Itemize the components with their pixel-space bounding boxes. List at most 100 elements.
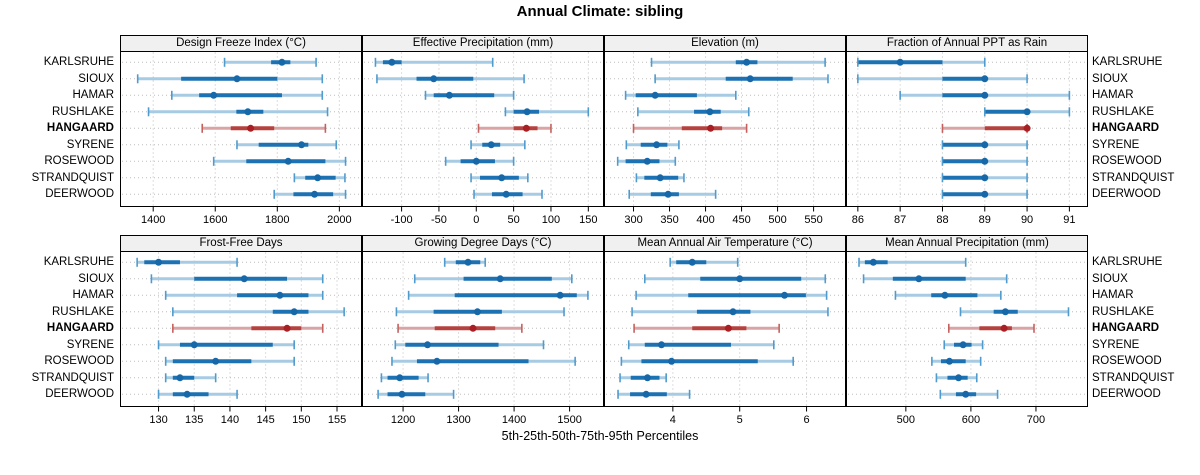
panel-mean-annual-air-temperature: Mean Annual Air Temperature (°C) 4 5 6 [604,235,846,431]
svg-text:50: 50 [507,214,519,226]
station-label-right: DEERWOOD [1092,188,1161,201]
page-title: Annual Climate: sibling [516,3,684,20]
svg-text:350: 350 [660,214,678,226]
station-label-left: DEERWOOD [45,388,114,401]
svg-text:1600: 1600 [203,214,227,226]
svg-text:0: 0 [473,214,479,226]
panel-strip-title: Frost-Free Days [120,235,362,252]
station-label-right: KARLSRUHE [1092,56,1163,69]
panel-plot: 130 135 140 145 150 155 [120,251,362,426]
panel-strip-title: Fraction of Annual PPT as Rain [846,35,1088,52]
panel-plot: 1400 1600 1800 2000 [120,51,362,226]
station-label-right: STRANDQUIST [1092,371,1175,384]
svg-text:1800: 1800 [265,214,289,226]
station-label-right: HAMAR [1092,89,1134,102]
panel-plot: -100 -50 0 50 100 150 [362,51,604,226]
station-label-right: SIOUX [1092,72,1128,85]
svg-text:700: 700 [1027,414,1045,426]
station-label-left: ROSEWOOD [44,355,114,368]
station-label-left: SIOUX [78,272,114,285]
station-label-left: ROSEWOOD [44,155,114,168]
svg-text:6: 6 [803,414,809,426]
svg-text:100: 100 [542,214,560,226]
svg-text:600: 600 [962,414,980,426]
station-label-right: STRANDQUIST [1092,171,1175,184]
panel-strip-title: Mean Annual Precipitation (mm) [846,235,1088,252]
station-label-right: ROSEWOOD [1092,155,1162,168]
svg-text:90: 90 [1021,214,1033,226]
station-label-left: HAMAR [72,289,114,302]
svg-text:145: 145 [256,414,274,426]
panel-effective-precipitation: Effective Precipitation (mm) -100 -50 0 50 1… [362,35,604,231]
station-label-right: SYRENE [1092,338,1140,351]
station-label-right: RUSHLAKE [1092,305,1154,318]
station-label-right: HANGAARD [1092,322,1160,335]
svg-text:150: 150 [579,214,597,226]
svg-text:87: 87 [894,214,906,226]
svg-text:-100: -100 [391,214,413,226]
panel-strip-title: Growing Degree Days (°C) [362,235,604,252]
svg-text:500: 500 [768,214,786,226]
station-label-left: HAMAR [72,89,114,102]
panel-elevation: Elevation (m) 300 350 400 450 500 550 [604,35,846,231]
svg-text:400: 400 [696,214,714,226]
panel-plot: 86 87 88 89 90 91 [846,51,1088,226]
station-label-left: KARLSRUHE [43,256,114,269]
axis-caption: 5th-25th-50th-75th-95th Percentiles [501,429,699,443]
station-label-right: KARLSRUHE [1092,256,1163,269]
svg-text:1400: 1400 [141,214,165,226]
station-label-left: SYRENE [66,338,114,351]
svg-text:130: 130 [149,414,167,426]
station-label-left: RUSHLAKE [52,305,114,318]
svg-text:4: 4 [670,414,676,426]
panel-plot: 1200 1300 1400 1500 [362,251,604,426]
svg-text:150: 150 [292,414,310,426]
panel-strip-title: Design Freeze Index (°C) [120,35,362,52]
station-label-left: DEERWOOD [45,188,114,201]
svg-text:88: 88 [936,214,948,226]
panel-frost-free-days: Frost-Free Days 130 135 140 145 150 155 [120,235,362,431]
svg-text:1400: 1400 [502,414,526,426]
station-label-right: HAMAR [1092,289,1134,302]
svg-text:500: 500 [897,414,915,426]
panel-strip-title: Effective Precipitation (mm) [362,35,604,52]
station-label-left: STRANDQUIST [31,171,114,184]
svg-text:5: 5 [737,414,743,426]
station-label-right: DEERWOOD [1092,388,1161,401]
station-label-left: SIOUX [78,72,114,85]
panel-strip-title: Mean Annual Air Temperature (°C) [604,235,846,252]
station-label-left: HANGAARD [46,322,114,335]
station-label-right: HANGAARD [1092,122,1160,135]
svg-text:2000: 2000 [327,214,351,226]
station-label-left: HANGAARD [46,122,114,135]
station-label-right: ROSEWOOD [1092,355,1162,368]
panel-mean-annual-precipitation: Mean Annual Precipitation (mm) 500 600 700 [846,235,1088,431]
panel-plot: 300 350 400 450 500 550 [604,51,846,226]
station-label-right: SYRENE [1092,138,1140,151]
svg-text:89: 89 [979,214,991,226]
station-label-left: STRANDQUIST [31,371,114,384]
svg-text:-50: -50 [431,214,447,226]
svg-text:86: 86 [852,214,864,226]
station-label-right: RUSHLAKE [1092,105,1154,118]
svg-text:300: 300 [624,214,642,226]
svg-text:1300: 1300 [446,414,470,426]
svg-text:1500: 1500 [557,414,581,426]
station-label-right: SIOUX [1092,272,1128,285]
svg-text:91: 91 [1063,214,1075,226]
station-label-left: SYRENE [66,138,114,151]
panel-strip-title: Elevation (m) [604,35,846,52]
svg-text:550: 550 [804,214,822,226]
panel-growing-degree-days: Growing Degree Days (°C) 1200 1300 1400 150… [362,235,604,431]
station-label-left: RUSHLAKE [52,105,114,118]
panel-plot: 4 5 6 [604,251,846,426]
panel-plot: 500 600 700 [846,251,1088,426]
svg-text:1200: 1200 [391,414,415,426]
station-label-left: KARLSRUHE [43,56,114,69]
svg-text:140: 140 [221,414,239,426]
panel-fraction-ppt-rain: Fraction of Annual PPT as Rain 86 87 88 89 9… [846,35,1088,231]
svg-text:450: 450 [732,214,750,226]
svg-text:155: 155 [328,414,346,426]
panel-design-freeze-index: Design Freeze Index (°C) 1400 1600 1800 200… [120,35,362,231]
